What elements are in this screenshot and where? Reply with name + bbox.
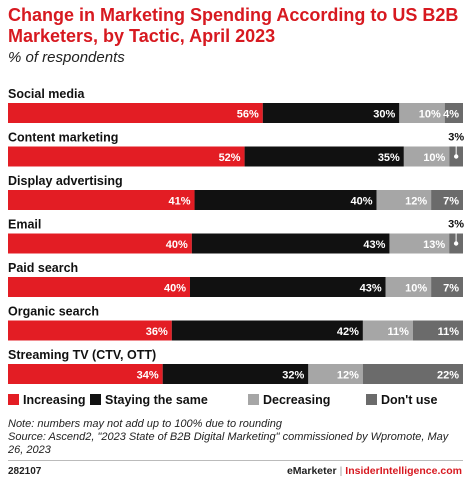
legend-label-increasing: Increasing [23, 393, 86, 407]
bar-segment-decreasing-display-advertising [376, 190, 432, 210]
category-label-display-advertising: Display advertising [8, 174, 123, 188]
data-label-don-t-use-paid-search: 7% [443, 283, 459, 295]
footer-brand: eMarketer | InsiderIntelligence.com [287, 465, 462, 477]
data-label-decreasing-organic-search: 11% [388, 326, 410, 338]
data-label-don-t-use-display-advertising: 7% [443, 196, 459, 208]
legend-swatch-don-t-use [366, 394, 377, 405]
data-label-increasing-display-advertising: 41% [169, 196, 191, 208]
bar-segment-increasing-email [8, 233, 192, 254]
legend-swatch-staying-the-same [90, 394, 101, 405]
footer-divider [8, 460, 463, 461]
category-label-email: Email [8, 218, 41, 232]
data-label-staying-the-same-organic-search: 42% [337, 326, 359, 338]
data-label-decreasing-display-advertising: 12% [405, 196, 427, 208]
bar-segment-staying-the-same-streaming-tv-ctv-ott [162, 364, 309, 384]
bar-segment-increasing-content-marketing [8, 146, 245, 167]
category-label-content-marketing: Content marketing [8, 131, 118, 145]
bar-segment-decreasing-streaming-tv-ctv-ott [308, 364, 363, 384]
bar-segment-don-t-use-paid-search [431, 277, 463, 297]
legend-swatch-increasing [8, 394, 19, 405]
legend-label-don-t-use: Don't use [381, 393, 437, 407]
data-label-don-t-use-social-media: 4% [443, 109, 459, 121]
bar-segment-don-t-use-display-advertising [431, 190, 463, 210]
data-label-increasing-email: 40% [166, 239, 188, 251]
bar-segment-decreasing-content-marketing [403, 146, 450, 167]
bar-segment-don-t-use-organic-search [412, 320, 463, 341]
bar-segment-staying-the-same-organic-search [171, 320, 363, 341]
category-label-organic-search: Organic search [8, 305, 99, 319]
note-text: Note: numbers may not add up to 100% due… [8, 418, 282, 430]
data-label-increasing-organic-search: 36% [146, 326, 168, 338]
bar-segment-increasing-paid-search [8, 277, 190, 297]
data-label-decreasing-content-marketing: 10% [423, 152, 445, 164]
chart-subtitle: % of respondents [8, 49, 125, 66]
bar-segment-decreasing-social-media [399, 103, 445, 123]
chart-title: Change in Marketing Spending According t… [8, 5, 459, 46]
leader-dot-content-marketing [453, 154, 459, 159]
data-label-staying-the-same-streaming-tv-ctv-ott: 32% [282, 370, 304, 382]
category-label-paid-search: Paid search [8, 261, 78, 275]
data-label-increasing-content-marketing: 52% [219, 152, 241, 164]
leader-dot-email [453, 241, 459, 246]
data-label-staying-the-same-content-marketing: 35% [378, 152, 400, 164]
bar-segment-staying-the-same-display-advertising [194, 190, 377, 210]
data-label-decreasing-paid-search: 10% [405, 283, 427, 295]
data-label-don-t-use-email: 3% [448, 219, 464, 231]
bar-segment-increasing-social-media [8, 103, 263, 123]
bar-segment-decreasing-email [389, 233, 450, 254]
source-text: Source: Ascend2, "2023 State of B2B Digi… [8, 431, 449, 456]
bar-segment-staying-the-same-paid-search [190, 277, 386, 297]
data-label-increasing-social-media: 56% [237, 109, 259, 121]
data-label-don-t-use-organic-search: 11% [438, 326, 460, 338]
data-label-decreasing-email: 13% [423, 239, 445, 251]
data-label-staying-the-same-paid-search: 43% [360, 283, 382, 295]
brand-separator: | [339, 465, 343, 477]
legend-label-staying-the-same: Staying the same [105, 393, 208, 407]
bar-segment-don-t-use-streaming-tv-ctv-ott [362, 364, 463, 384]
bar-segment-staying-the-same-email [191, 233, 390, 254]
data-label-increasing-paid-search: 40% [164, 283, 186, 295]
bar-segment-increasing-organic-search [8, 320, 172, 341]
data-label-decreasing-social-media: 10% [419, 109, 441, 121]
bar-segment-decreasing-paid-search [385, 277, 432, 297]
data-label-staying-the-same-social-media: 30% [373, 109, 395, 121]
category-label-social-media: Social media [8, 87, 85, 101]
brand-name: eMarketer [286, 465, 337, 477]
legend-swatch-decreasing [248, 394, 259, 405]
bar-segment-decreasing-organic-search [362, 320, 413, 341]
chart-id: 282107 [8, 466, 42, 477]
data-label-staying-the-same-email: 43% [363, 239, 385, 251]
bar-segment-don-t-use-social-media [444, 103, 463, 123]
chart-notes: Note: numbers may not add up to 100% due… [8, 418, 463, 457]
bar-segment-increasing-streaming-tv-ctv-ott [8, 364, 163, 384]
category-label-streaming-tv-ctv-ott: Streaming TV (CTV, OTT) [8, 348, 156, 362]
data-label-increasing-streaming-tv-ctv-ott: 34% [137, 370, 159, 382]
data-label-don-t-use-content-marketing: 3% [448, 132, 464, 144]
data-label-decreasing-streaming-tv-ctv-ott: 12% [337, 370, 359, 382]
bar-segment-staying-the-same-social-media [262, 103, 400, 123]
bar-segment-staying-the-same-content-marketing [244, 146, 404, 167]
data-label-staying-the-same-display-advertising: 40% [351, 196, 373, 208]
bar-segment-increasing-display-advertising [8, 190, 195, 210]
data-label-don-t-use-streaming-tv-ctv-ott: 22% [437, 370, 459, 382]
brand-site-link[interactable]: InsiderIntelligence.com [345, 465, 462, 477]
legend-label-decreasing: Decreasing [263, 393, 330, 407]
